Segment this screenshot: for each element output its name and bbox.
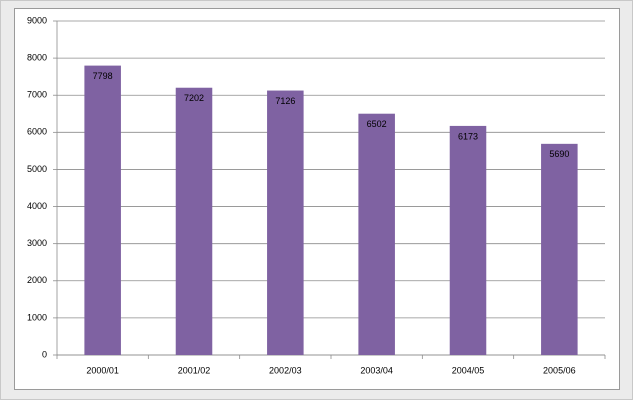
- y-tick-label: 4000: [27, 201, 47, 211]
- bar: [449, 125, 487, 355]
- data-label: 5690: [549, 149, 569, 159]
- y-tick-label: 1000: [27, 312, 47, 322]
- y-tick-label: 8000: [27, 52, 47, 62]
- x-tick-label: 2000/01: [86, 365, 119, 375]
- x-tick-label: 2005/06: [543, 365, 576, 375]
- x-tick-label: 2004/05: [452, 365, 485, 375]
- data-label: 6502: [367, 119, 387, 129]
- y-tick-label: 7000: [27, 90, 47, 100]
- x-tick-label: 2001/02: [178, 365, 211, 375]
- data-label: 7202: [184, 93, 204, 103]
- bar: [541, 143, 578, 355]
- y-tick-label: 9000: [27, 15, 47, 25]
- data-label: 6173: [458, 131, 478, 141]
- bar: [84, 65, 121, 356]
- bar: [175, 87, 213, 356]
- data-label: 7798: [93, 71, 113, 81]
- data-label: 7126: [275, 96, 295, 106]
- y-tick-label: 6000: [27, 127, 47, 137]
- y-tick-label: 0: [42, 349, 47, 359]
- x-tick-label: 2002/03: [269, 365, 302, 375]
- y-tick-label: 5000: [27, 164, 47, 174]
- x-tick-label: 2003/04: [360, 365, 393, 375]
- bar: [358, 113, 395, 355]
- y-tick-label: 3000: [27, 238, 47, 248]
- bar: [267, 90, 304, 356]
- y-tick-label: 2000: [27, 275, 47, 285]
